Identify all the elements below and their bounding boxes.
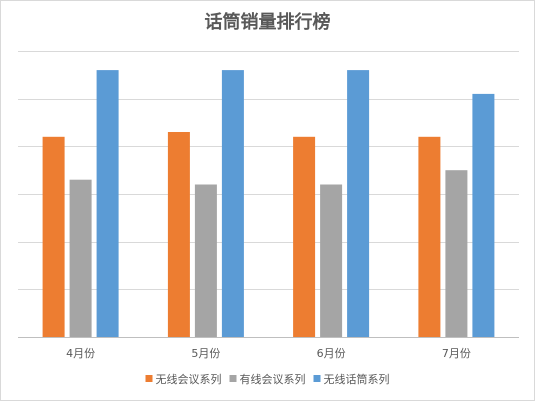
bar xyxy=(472,93,495,338)
legend: 无线会议系列 有线会议系列 无线话筒系列 xyxy=(145,372,390,386)
bar xyxy=(320,184,343,337)
bar xyxy=(69,179,92,337)
bar xyxy=(293,136,316,337)
x-tick-label: 6月份 xyxy=(317,347,346,360)
legend-swatch xyxy=(229,375,237,382)
bar xyxy=(347,70,370,337)
x-tick-label: 5月份 xyxy=(191,347,220,360)
legend-label: 无线话筒系列 xyxy=(324,372,390,386)
bar xyxy=(167,132,190,337)
bar xyxy=(418,136,441,337)
bar xyxy=(221,70,244,337)
x-tick-label: 4月份 xyxy=(66,347,95,360)
bar xyxy=(445,170,468,337)
legend-swatch xyxy=(313,375,321,382)
x-axis: 4月份 5月份 6月份 7月份 xyxy=(18,337,519,360)
bar xyxy=(194,184,217,337)
x-tick-label: 7月份 xyxy=(442,347,471,360)
legend-swatch xyxy=(145,375,153,382)
legend-label: 有线会议系列 xyxy=(240,372,306,386)
bar xyxy=(42,136,65,337)
bar xyxy=(96,70,119,337)
gridlines xyxy=(18,51,519,290)
chart-title: 话筒销量排行榜 xyxy=(205,11,331,33)
bars xyxy=(42,70,495,338)
legend-label: 无线会议系列 xyxy=(156,372,222,386)
